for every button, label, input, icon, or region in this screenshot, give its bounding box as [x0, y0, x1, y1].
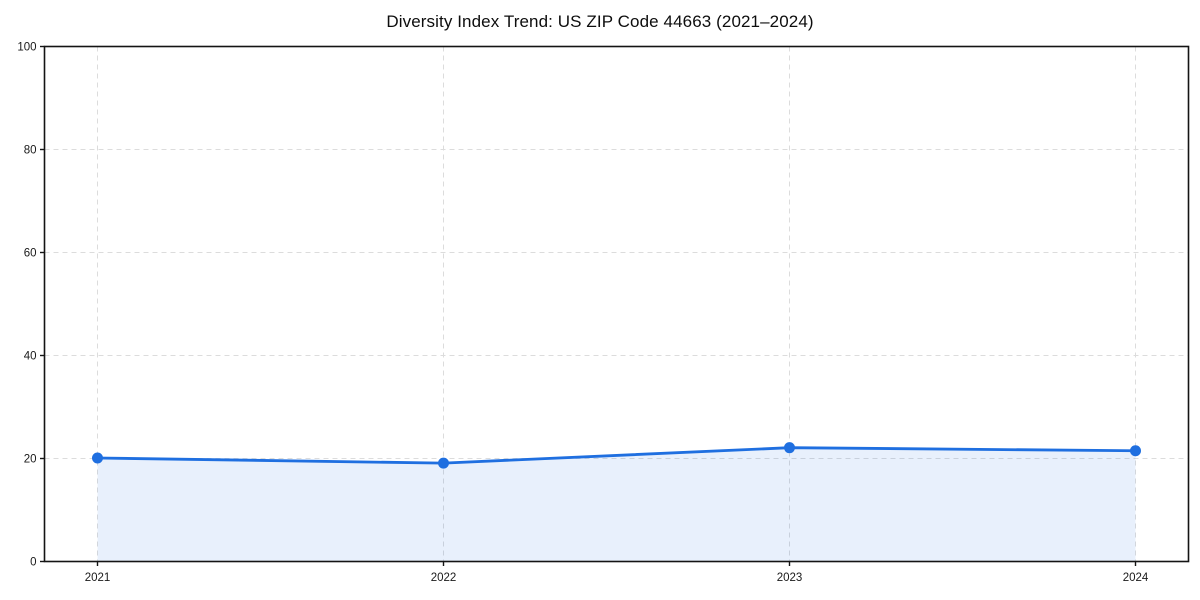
y-tick-label: 40 — [24, 351, 37, 363]
series-area-fill — [97, 447, 1136, 562]
data-point-marker — [438, 457, 449, 469]
series-layer — [92, 442, 1141, 562]
series-line — [96, 446, 1137, 465]
x-tick-label: 2021 — [85, 572, 111, 584]
y-tick-label: 0 — [30, 557, 36, 569]
x-tick-label: 2023 — [777, 572, 803, 584]
y-tick-label: 20 — [24, 454, 37, 466]
x-tick-label: 2024 — [1123, 572, 1149, 584]
data-point-marker — [784, 442, 795, 454]
data-point-marker — [1130, 445, 1141, 457]
axes-layer: 0 20 40 60 80 100 2021 2022 2023 2024 — [17, 42, 1190, 584]
y-tick-label: 60 — [24, 248, 37, 260]
data-point-marker — [92, 452, 103, 464]
chart-title: Diversity Index Trend: US ZIP Code 44663… — [386, 12, 814, 31]
x-tick-label: 2022 — [431, 572, 457, 584]
y-tick-label: 100 — [17, 42, 36, 54]
plot-frame — [43, 45, 1190, 563]
y-tick-label: 80 — [24, 145, 37, 157]
